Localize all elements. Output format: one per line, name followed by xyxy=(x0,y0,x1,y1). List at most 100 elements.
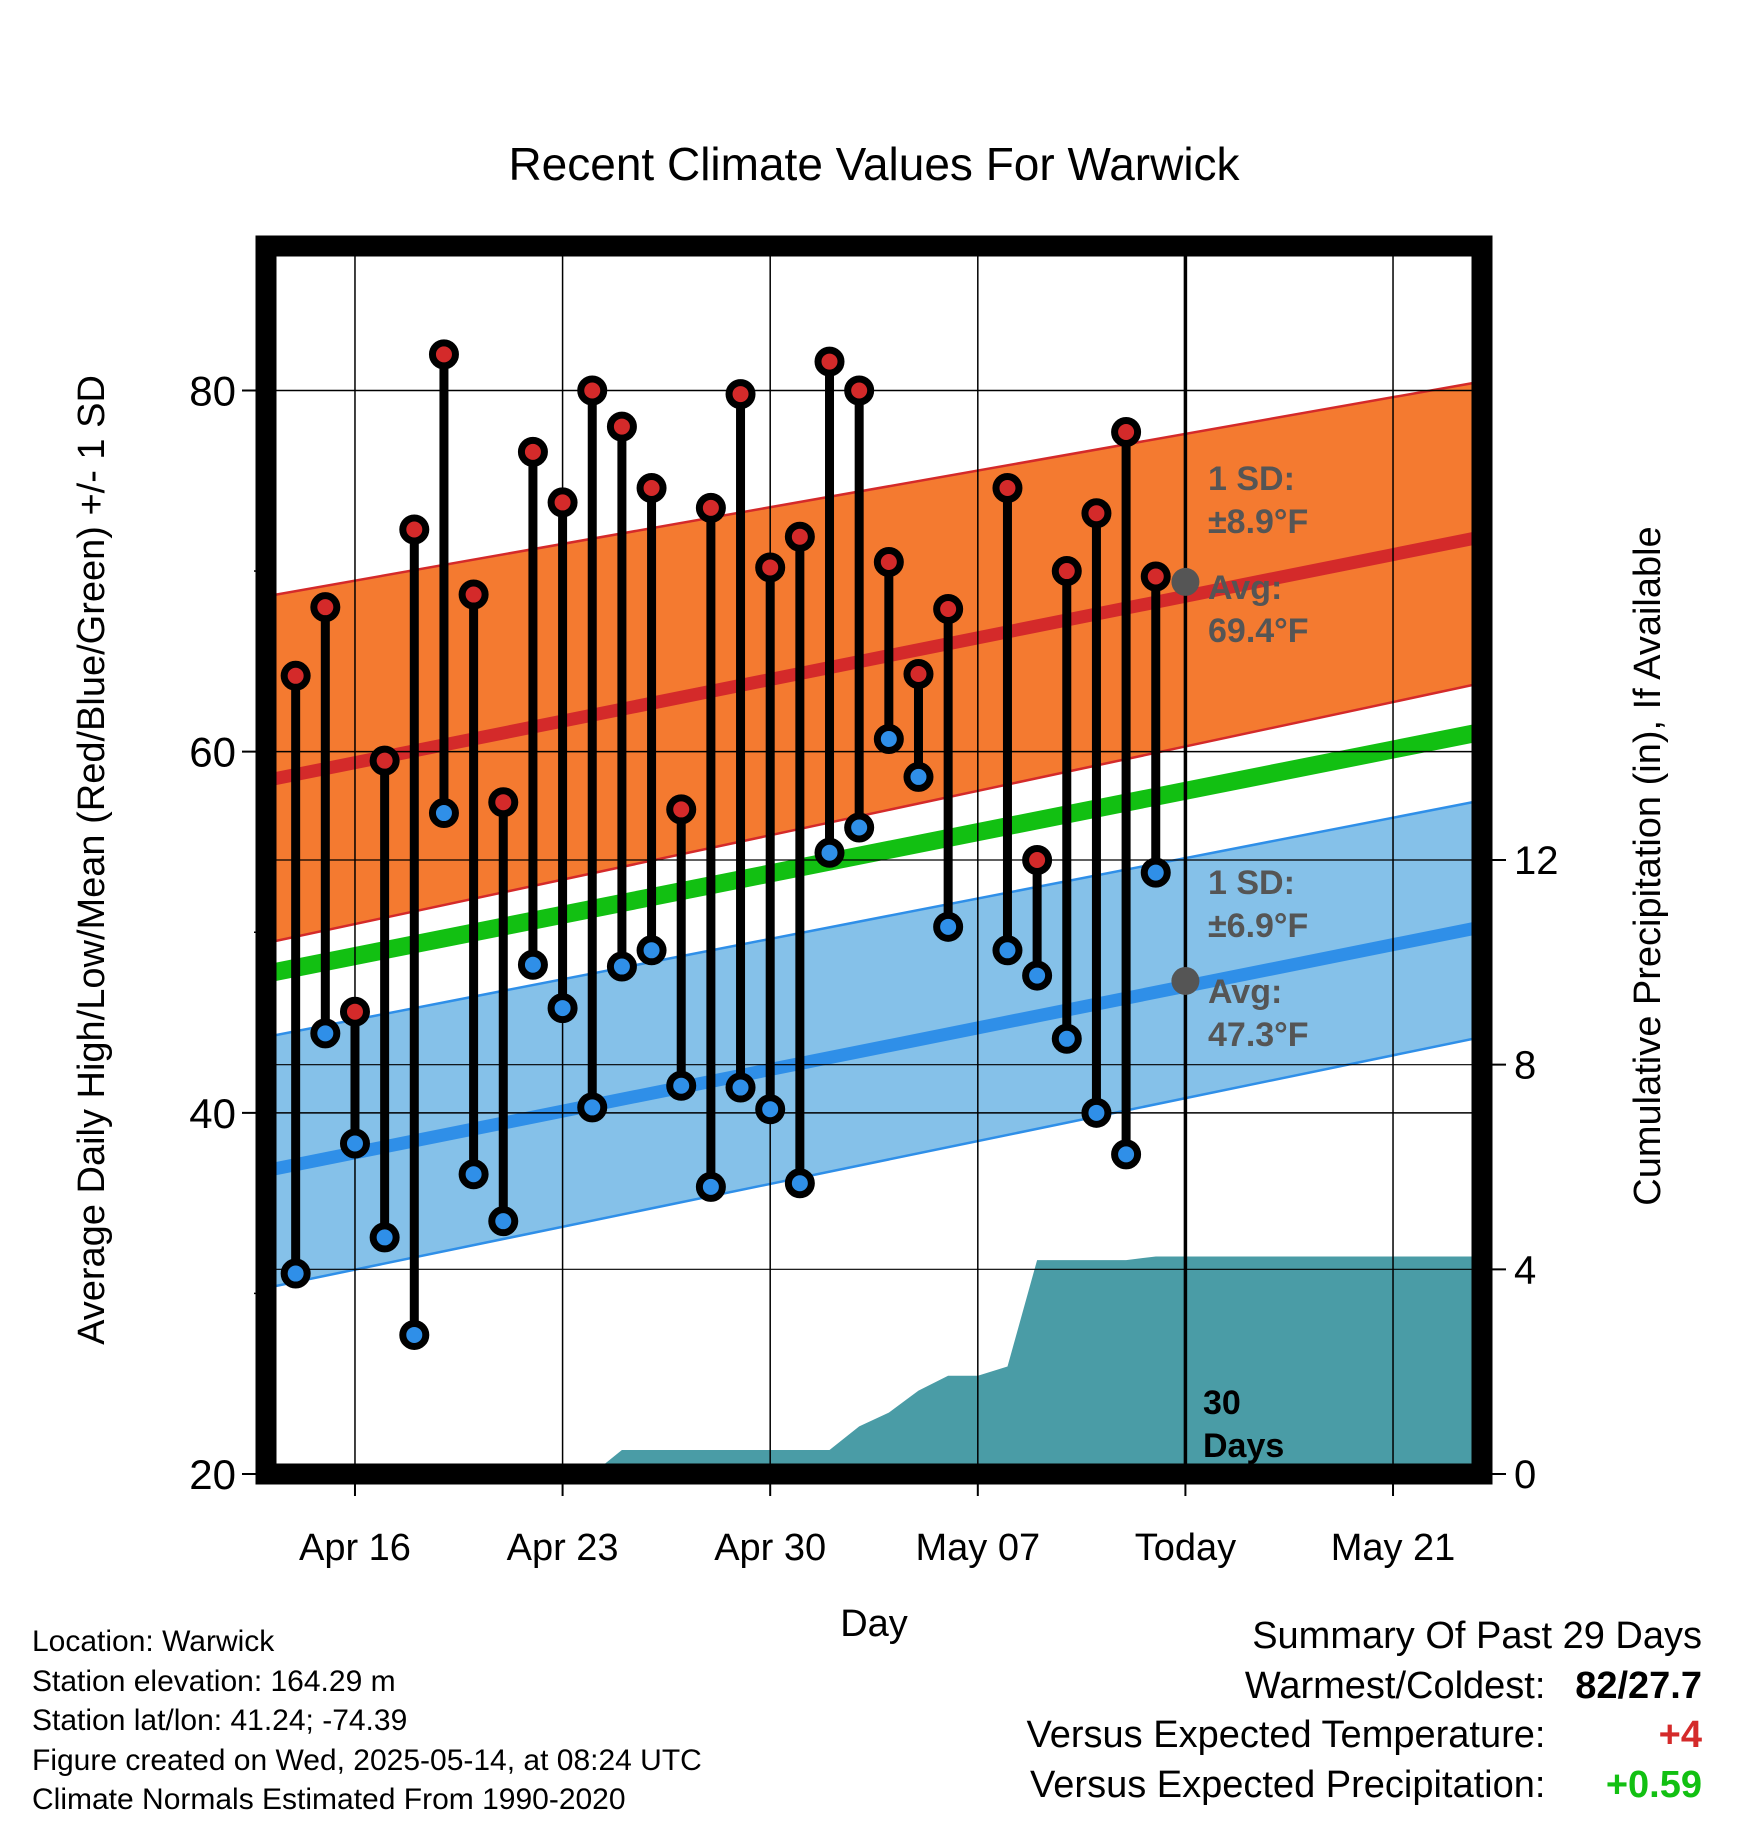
low-point xyxy=(606,951,637,982)
low-point xyxy=(636,935,667,966)
high-point xyxy=(369,745,400,776)
high-point xyxy=(280,660,311,691)
low-avg-value: 47.3°F xyxy=(1208,1016,1309,1054)
low-point xyxy=(784,1168,815,1199)
normal-high-line xyxy=(266,530,1482,787)
precipitation-area xyxy=(592,1256,1482,1474)
low-point xyxy=(1140,857,1171,888)
high-point xyxy=(339,996,370,1027)
high-point xyxy=(488,787,519,818)
low-point xyxy=(488,1206,519,1237)
y-tick-label: 40 xyxy=(189,1090,236,1137)
low-point xyxy=(903,761,934,792)
high-point xyxy=(755,552,786,583)
info-latlon: Station lat/lon: 41.24; -74.39 xyxy=(32,1704,408,1737)
station-info: Location: Warwick Station elevation: 164… xyxy=(32,1622,702,1820)
x-tick-label: Apr 30 xyxy=(714,1527,826,1569)
high-avg-label: Avg: xyxy=(1208,569,1282,607)
low-point xyxy=(428,798,459,829)
high-sd-label: 1 SD: xyxy=(1208,460,1295,498)
high-point xyxy=(399,514,430,545)
x-tick-label: Today xyxy=(1135,1527,1236,1569)
low-point xyxy=(844,812,875,843)
x-tick-label: May 07 xyxy=(915,1527,1040,1569)
summary-precip-row: Versus Expected Precipitation: +0.59 xyxy=(1027,1761,1702,1811)
high-avg-marker xyxy=(1171,567,1200,596)
high-point xyxy=(577,375,608,406)
low-point xyxy=(339,1128,370,1159)
low-avg-label: Avg: xyxy=(1208,973,1282,1011)
low-point xyxy=(577,1092,608,1123)
y-right-tick-label: 8 xyxy=(1514,1044,1536,1088)
x-tick-label: Apr 16 xyxy=(299,1527,411,1569)
summary-warmest-label: Warmest/Coldest: xyxy=(1244,1664,1546,1707)
y-right-tick-label: 12 xyxy=(1514,839,1559,883)
low-point xyxy=(1111,1139,1142,1170)
high-point xyxy=(458,579,489,610)
high-point xyxy=(517,436,548,467)
low-avg-marker xyxy=(1171,966,1200,995)
high-point xyxy=(428,339,459,370)
high-point xyxy=(1111,417,1142,448)
high-point xyxy=(844,375,875,406)
summary-panel: Summary Of Past 29 Days Warmest/Coldest:… xyxy=(1027,1612,1702,1810)
low-point xyxy=(369,1222,400,1253)
high-point xyxy=(992,472,1023,503)
info-normals: Climate Normals Estimated From 1990-2020 xyxy=(32,1783,626,1816)
today-window-label: Days xyxy=(1203,1427,1284,1465)
high-point xyxy=(1081,498,1112,529)
low-sd-label: 1 SD: xyxy=(1208,864,1295,902)
plot-area xyxy=(266,246,1482,1474)
y-tick-label: 60 xyxy=(189,729,236,776)
summary-temp-row: Versus Expected Temperature: +4 xyxy=(1027,1711,1702,1761)
low-point xyxy=(280,1258,311,1289)
low-point xyxy=(755,1094,786,1125)
high-point xyxy=(695,492,726,523)
y-axis-label: Average Daily High/Low/Mean (Red/Blue/Gr… xyxy=(71,375,113,1345)
low-point xyxy=(666,1070,697,1101)
summary-warmest-row: Warmest/Coldest: 82/27.7 xyxy=(1027,1662,1702,1712)
summary-precip-label: Versus Expected Precipitation: xyxy=(1030,1763,1546,1806)
low-point xyxy=(1081,1097,1112,1128)
high-point xyxy=(547,487,578,518)
high-avg-value: 69.4°F xyxy=(1208,612,1309,650)
summary-temp-label: Versus Expected Temperature: xyxy=(1026,1714,1546,1756)
low-point xyxy=(458,1159,489,1190)
summary-title: Summary Of Past 29 Days xyxy=(1252,1615,1702,1657)
high-sd-band-upper-edge xyxy=(266,380,1482,598)
info-location: Location: Warwick xyxy=(32,1625,275,1658)
low-point xyxy=(547,993,578,1024)
y-tick-label: 20 xyxy=(189,1451,236,1498)
low-point xyxy=(517,949,548,980)
low-point xyxy=(695,1171,726,1202)
high-sd-band-lower-edge xyxy=(266,681,1482,945)
low-point xyxy=(310,1018,341,1049)
high-point xyxy=(606,411,637,442)
high-point xyxy=(1051,556,1082,587)
low-point xyxy=(873,724,904,755)
low-point xyxy=(1051,1023,1082,1054)
info-created: Figure created on Wed, 2025-05-14, at 08… xyxy=(32,1743,702,1777)
x-tick-label: May 21 xyxy=(1331,1527,1456,1569)
high-point xyxy=(784,521,815,552)
x-axis-label: Day xyxy=(840,1603,908,1645)
low-point xyxy=(933,911,964,942)
low-sd-value: ±6.9°F xyxy=(1208,907,1308,945)
summary-warmest-value: 82/27.7 xyxy=(1575,1664,1702,1707)
high-point xyxy=(1022,845,1053,875)
low-point xyxy=(814,837,845,868)
y-right-tick-label: 4 xyxy=(1514,1248,1536,1292)
summary-precip-value: +0.59 xyxy=(1605,1763,1702,1806)
low-point xyxy=(399,1319,430,1350)
low-point xyxy=(725,1072,756,1103)
high-point xyxy=(666,794,697,825)
high-point xyxy=(1140,561,1171,592)
y-tick-label: 80 xyxy=(189,367,236,414)
high-sd-value: ±8.9°F xyxy=(1208,503,1308,541)
high-point xyxy=(903,658,934,689)
high-point xyxy=(814,346,845,377)
low-point xyxy=(1022,960,1053,991)
high-point xyxy=(310,592,341,623)
high-point xyxy=(725,379,756,410)
